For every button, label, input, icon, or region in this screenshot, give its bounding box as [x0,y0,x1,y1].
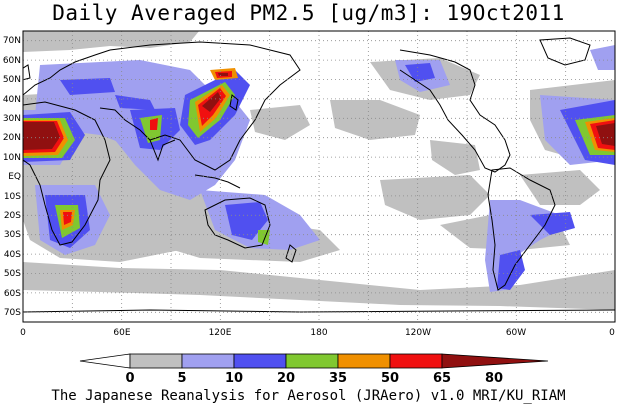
colorbar-segment-20-35 [233,353,287,369]
colorbar-segment-50-65 [337,353,391,369]
lat-label-40n: 40N [3,95,21,105]
coast-europe [23,49,111,96]
lat-label-10s: 10S [4,192,21,202]
colorbar-label-5: 5 [177,371,186,386]
coast-uk [23,64,31,81]
coast-australia [204,197,271,249]
lat-axis: 70N 60N 50N 40N 30N 20N 10N EQ 10S 20S 3… [3,36,21,318]
colorbar-label-20: 20 [277,371,295,386]
colorbar-label-65: 65 [433,371,451,386]
lon-label-60e: 60E [113,328,130,338]
coast-north-america [399,49,511,173]
coast-asia [99,41,301,171]
colorbar-segment-10-20 [181,353,235,369]
lon-label-0-end: 0 [609,328,615,338]
coast-africa [23,101,111,246]
lat-label-10n: 10N [3,153,21,163]
lon-axis: 0 60E 120E 180 120W 60W 0 [20,328,615,338]
coast-indonesia [194,174,241,189]
lat-label-60s: 60S [4,289,21,299]
lon-label-0: 0 [20,328,26,338]
lat-label-40s: 40S [4,250,21,260]
colorbar: 0 5 10 20 35 50 65 80 [79,353,549,386]
lat-label-20n: 20N [3,133,21,143]
lat-label-70n: 70N [3,36,21,46]
colorbar-label-80: 80 [485,371,503,386]
colorbar-label-50: 50 [381,371,399,386]
lat-label-50s: 50S [4,269,21,279]
coast-south-america [487,167,556,291]
colorbar-segment-65-80 [389,353,443,369]
colorbar-label-0: 0 [125,371,134,386]
lat-label-20s: 20S [4,211,21,221]
map-title: Daily Averaged PM2.5 [ug/m3]: 19Oct2011 [52,1,565,25]
lon-label-60w: 60W [506,328,526,338]
colorbar-label-35: 35 [329,371,347,386]
lat-label-50n: 50N [3,75,21,85]
coast-india [149,139,176,162]
lat-label-30s: 30S [4,230,21,240]
coast-new-zealand [285,244,297,263]
lon-label-180: 180 [310,328,327,338]
colorbar-segment-35-50 [285,353,339,369]
lon-label-120e: 120E [209,328,232,338]
lat-label-eq: EQ [8,172,21,182]
map-frame [22,30,616,323]
credit-line: The Japanese Reanalysis for Aerosol (JRA… [51,388,566,404]
coast-japan [229,94,239,111]
map-gridlines [23,31,615,322]
map-panel [23,31,615,322]
colorbar-segment-5-10 [129,353,183,369]
lat-label-70s: 70S [4,308,21,318]
lat-label-60n: 60N [3,56,21,66]
coast-greenland [539,37,591,66]
colorbar-arrow-low [79,353,131,369]
lon-label-120w: 120W [405,328,431,338]
lat-label-30n: 30N [3,114,21,124]
colorbar-label-10: 10 [225,371,243,386]
colorbar-arrow-high [441,353,549,369]
